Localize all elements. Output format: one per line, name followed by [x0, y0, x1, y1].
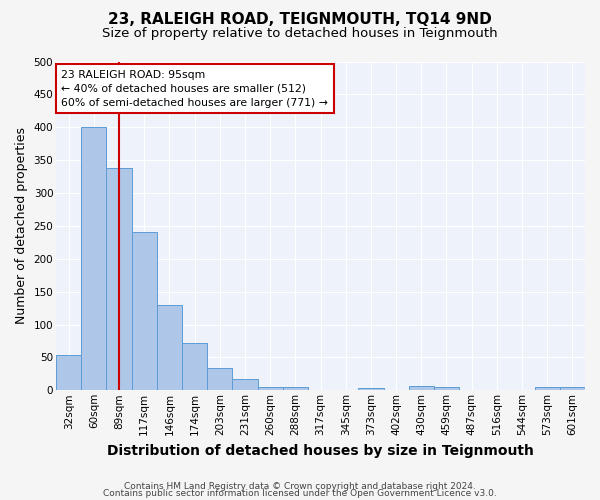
- Bar: [535, 387, 560, 390]
- Bar: [257, 387, 283, 390]
- Bar: [560, 387, 585, 390]
- Text: Contains HM Land Registry data © Crown copyright and database right 2024.: Contains HM Land Registry data © Crown c…: [124, 482, 476, 491]
- Text: 23 RALEIGH ROAD: 95sqm
← 40% of detached houses are smaller (512)
60% of semi-de: 23 RALEIGH ROAD: 95sqm ← 40% of detached…: [61, 70, 328, 108]
- Bar: [81, 128, 106, 390]
- Bar: [106, 168, 131, 390]
- Bar: [232, 379, 257, 390]
- Bar: [409, 386, 434, 390]
- Bar: [358, 388, 383, 390]
- Text: Size of property relative to detached houses in Teignmouth: Size of property relative to detached ho…: [102, 28, 498, 40]
- Bar: [207, 368, 232, 390]
- Text: 23, RALEIGH ROAD, TEIGNMOUTH, TQ14 9ND: 23, RALEIGH ROAD, TEIGNMOUTH, TQ14 9ND: [108, 12, 492, 28]
- X-axis label: Distribution of detached houses by size in Teignmouth: Distribution of detached houses by size …: [107, 444, 534, 458]
- Bar: [56, 356, 81, 390]
- Bar: [131, 232, 157, 390]
- Bar: [182, 343, 207, 390]
- Bar: [434, 387, 459, 390]
- Y-axis label: Number of detached properties: Number of detached properties: [15, 128, 28, 324]
- Bar: [157, 305, 182, 390]
- Text: Contains public sector information licensed under the Open Government Licence v3: Contains public sector information licen…: [103, 490, 497, 498]
- Bar: [283, 387, 308, 390]
